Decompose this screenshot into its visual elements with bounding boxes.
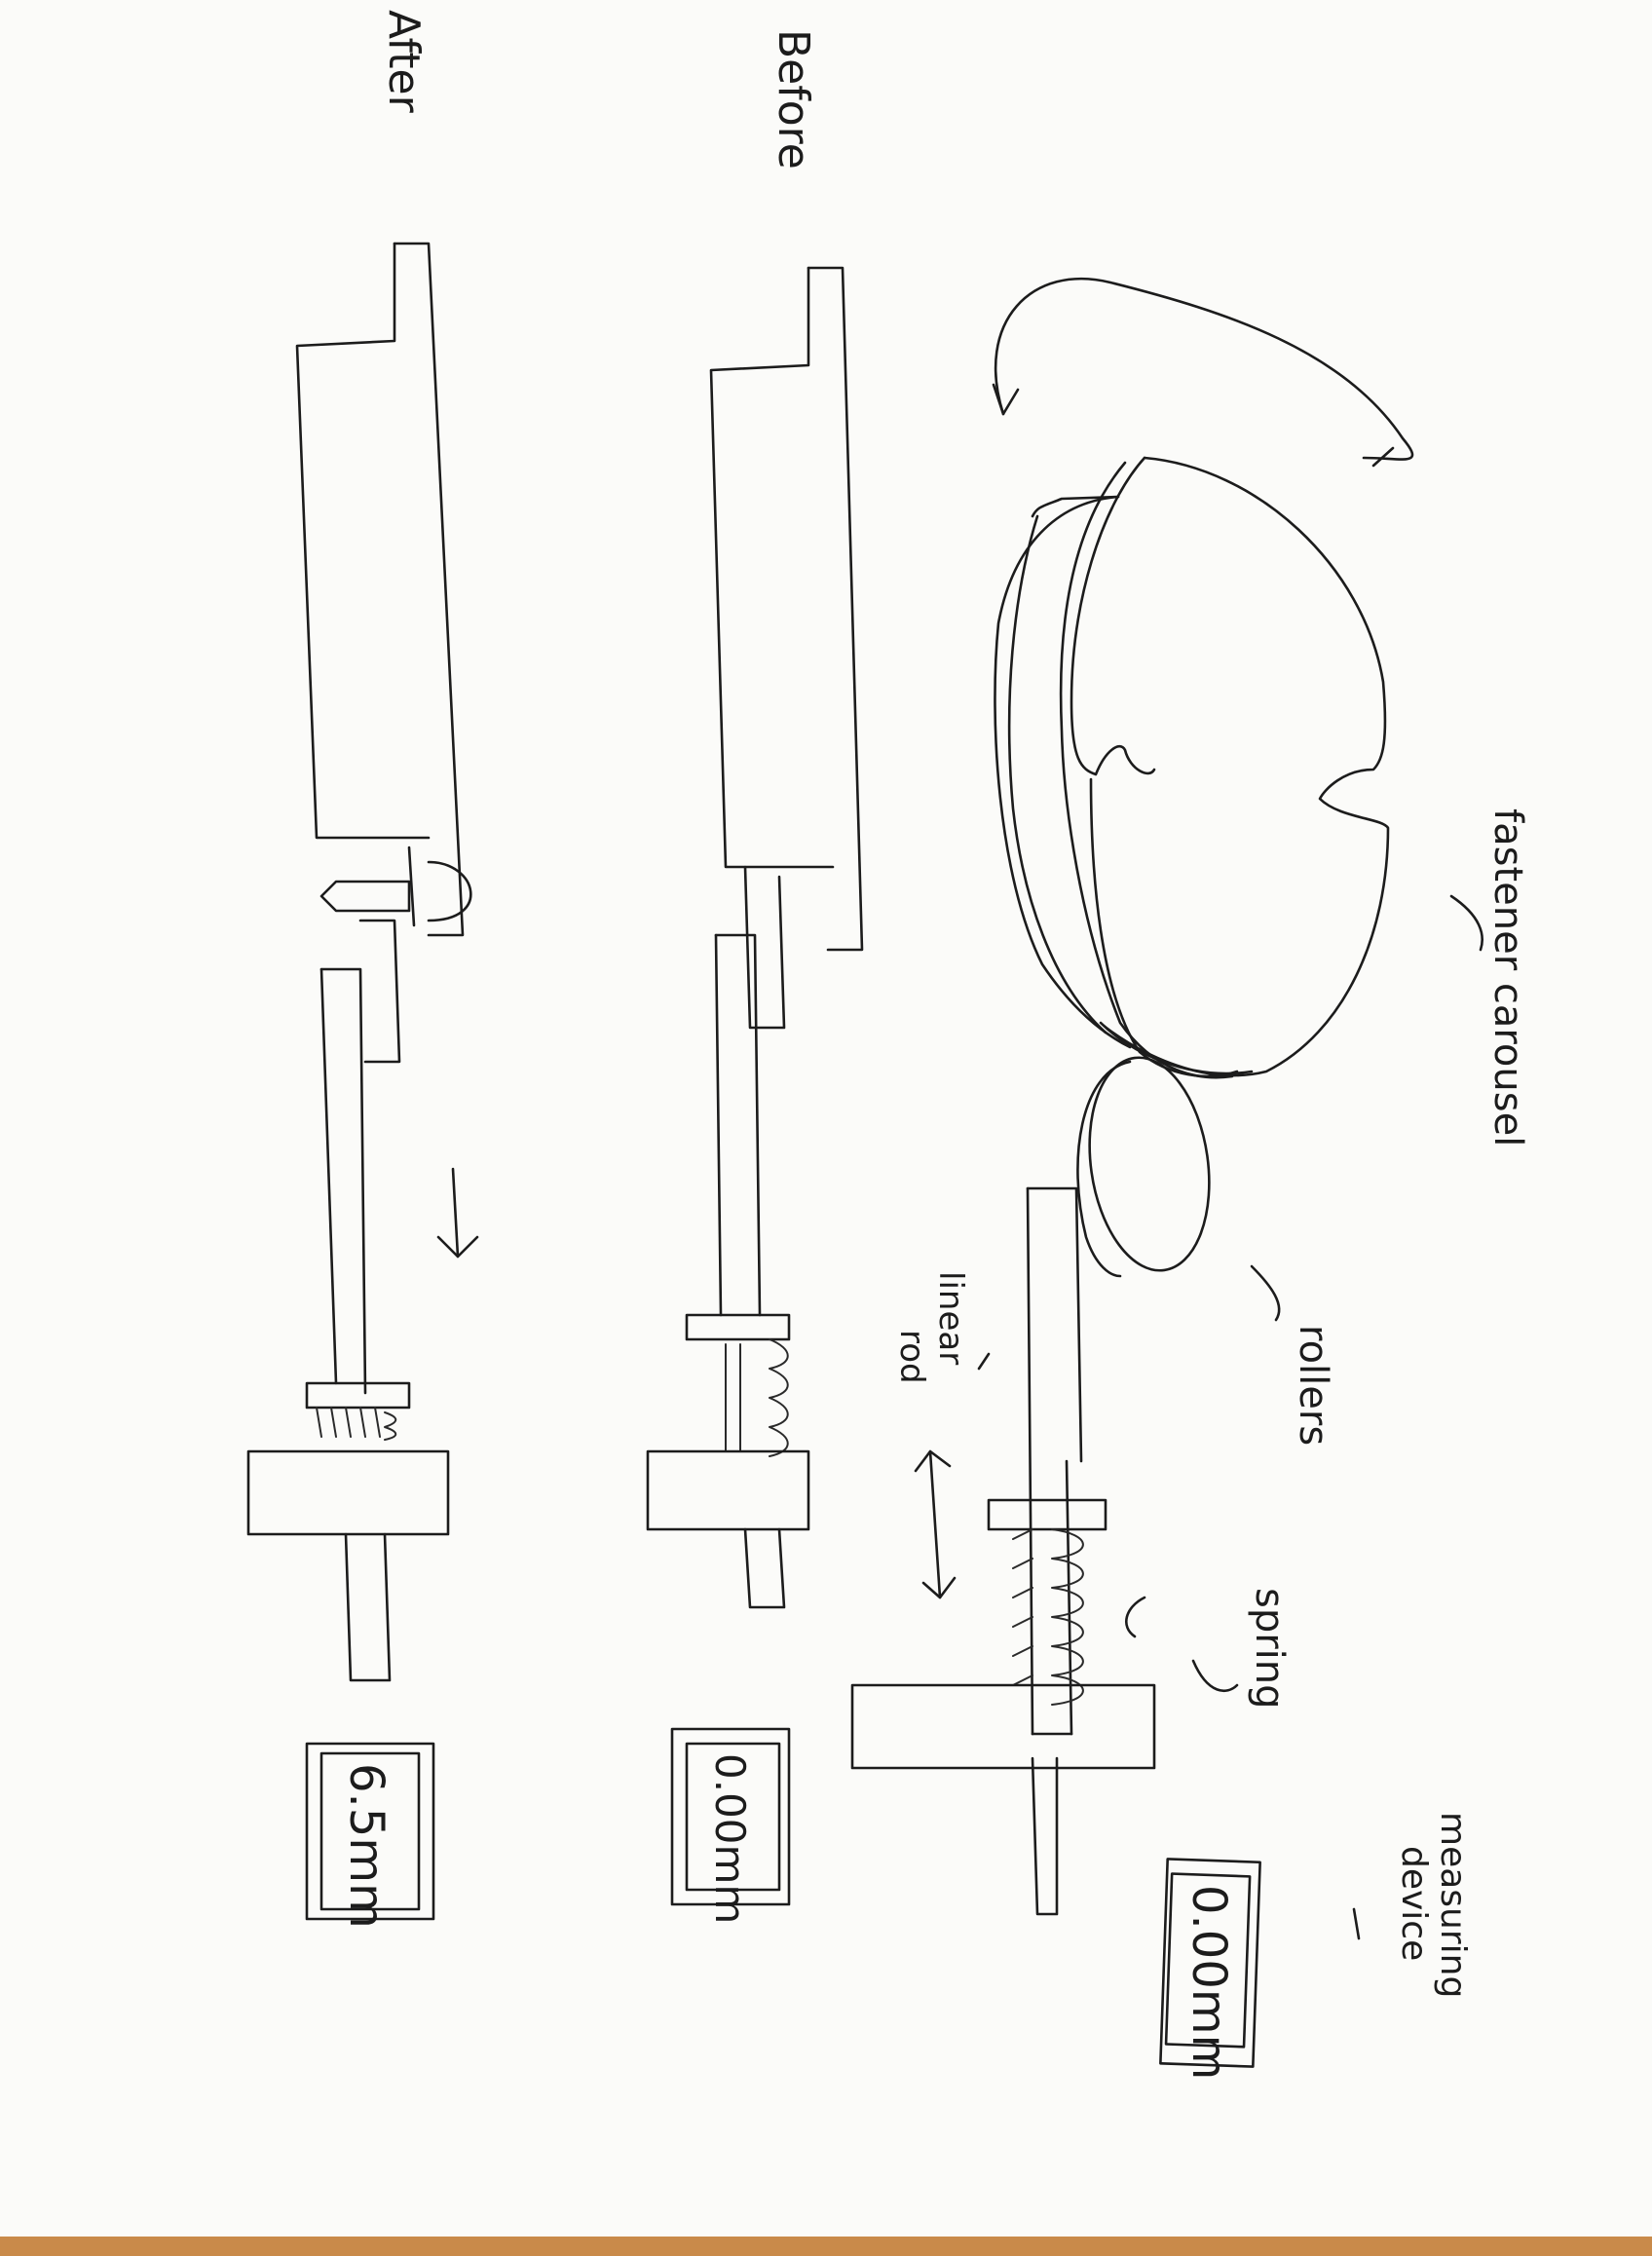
- measuring-readout-top: 0.00mm: [1159, 1858, 1261, 2080]
- readout-after-value: 6.5mm: [339, 1763, 394, 1929]
- carousel-pointer: [1449, 894, 1483, 952]
- double-arrow-icon: [914, 1449, 957, 1599]
- linear-rod-pointer: [977, 1352, 991, 1371]
- measuring-readout-after: 6.5mm: [305, 1742, 435, 1929]
- fastener-carousel: [994, 456, 1390, 1079]
- spring-collar: [987, 1498, 1108, 1531]
- linear-rod: [1026, 1186, 1083, 1916]
- rod-mount-block: [850, 1683, 1156, 1770]
- before-view: 0.00mm: [646, 266, 864, 1924]
- spring: [1012, 1528, 1084, 1706]
- label-device: device: [1394, 1846, 1434, 1961]
- label-rollers: rollers: [1291, 1325, 1335, 1446]
- isometric-view: 0.00mm: [850, 277, 1483, 2080]
- rollers-pointer: [1250, 1264, 1281, 1322]
- measuring-device-pointer: [1352, 1907, 1361, 1940]
- spring-pointer: [1125, 1596, 1146, 1638]
- label-linear: linear: [931, 1271, 970, 1365]
- label-rod: rod: [892, 1330, 931, 1384]
- readout-top-value: 0.00mm: [1182, 1885, 1236, 2080]
- label-after: After: [379, 10, 429, 114]
- label-measuring: measuring: [1433, 1812, 1473, 1998]
- label-spring: spring: [1247, 1588, 1292, 1710]
- measuring-readout-before: 0.00mm: [670, 1727, 791, 1924]
- after-view: 6.5mm: [246, 242, 479, 1929]
- label-before: Before: [769, 29, 818, 169]
- roller-disc: [1076, 1056, 1211, 1278]
- spring-pointer-2: [1191, 1659, 1239, 1693]
- label-fastener-carousel: fastener carousel: [1485, 808, 1530, 1147]
- direction-arrow-icon: [436, 1167, 479, 1259]
- rotation-arrow-icon: [992, 277, 1414, 468]
- readout-before-value: 0.00mm: [706, 1753, 754, 1924]
